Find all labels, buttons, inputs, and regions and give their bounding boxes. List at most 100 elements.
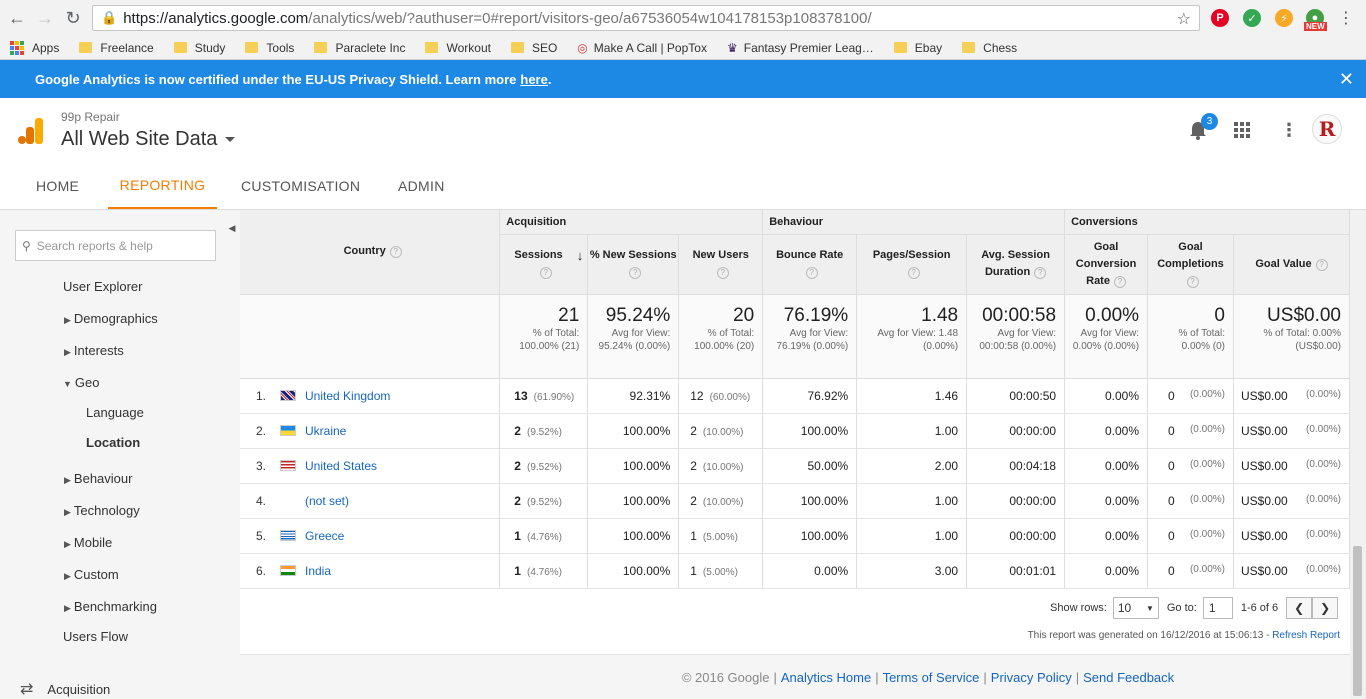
sidebar-item-users-flow[interactable]: Users Flow xyxy=(63,629,129,644)
refresh-report-link[interactable]: Refresh Report xyxy=(1272,630,1340,641)
folder-icon xyxy=(893,42,907,53)
acquisition-icon: ⇄ xyxy=(20,681,34,698)
page-scrollbar[interactable] xyxy=(1350,210,1366,699)
help-icon[interactable]: ? xyxy=(805,267,818,279)
country-header[interactable]: Country? xyxy=(240,210,501,295)
country-link[interactable]: Ukraine xyxy=(305,423,347,438)
banner-learn-more-link[interactable]: here xyxy=(520,71,548,87)
country-link[interactable]: India xyxy=(305,563,332,578)
goal-value-header[interactable]: Goal Value? xyxy=(1233,234,1351,295)
folder-icon xyxy=(173,42,187,53)
lightning-extension-icon[interactable]: ⚡ xyxy=(1275,9,1293,27)
scrollbar-thumb[interactable] xyxy=(1353,546,1362,696)
tab-admin[interactable]: ADMIN xyxy=(398,177,445,194)
country-cell: 5. Greece xyxy=(240,518,501,554)
next-page-button[interactable]: ❯ xyxy=(1312,597,1339,619)
sidebar-item-technology[interactable]: ▶ Technology xyxy=(64,503,140,518)
new-users-header[interactable]: New Users? xyxy=(678,234,764,295)
flag-ua-icon xyxy=(280,424,296,436)
sidebar-item-location[interactable]: Location xyxy=(86,435,141,450)
goal-completions-header[interactable]: Goal Completions? xyxy=(1147,234,1234,295)
bookmark-chess[interactable]: Chess xyxy=(962,41,1017,55)
total-new-sessions: 95.24% Avg for View: 95.24% (0.00%) xyxy=(587,294,680,379)
country-cell: 4. (not set) xyxy=(240,483,501,519)
sidebar-item-language[interactable]: Language xyxy=(86,405,144,420)
pages-session-header[interactable]: Pages/Session? xyxy=(856,234,968,295)
bookmark-study[interactable]: Study xyxy=(173,41,225,55)
sidebar-item-demographics[interactable]: ▶ Demographics xyxy=(64,311,158,326)
folder-icon xyxy=(79,42,93,53)
help-icon[interactable]: ? xyxy=(716,267,729,279)
back-icon[interactable]: ← xyxy=(8,7,26,28)
bounce-rate-header[interactable]: Bounce Rate? xyxy=(762,234,858,295)
bookmark-tools[interactable]: Tools xyxy=(245,41,294,55)
check-extension-icon[interactable]: ✓ xyxy=(1243,9,1261,27)
sidebar-item-mobile[interactable]: ▶ Mobile xyxy=(64,535,113,550)
new-sessions-cell: 100.00% xyxy=(587,483,680,519)
new-sessions-header[interactable]: % New Sessions? xyxy=(587,234,680,295)
tab-reporting[interactable]: REPORTING xyxy=(108,162,217,209)
country-link[interactable]: United Kingdom xyxy=(305,388,391,403)
bookmark-seo[interactable]: SEO xyxy=(510,41,557,55)
goal-value-cell: US$0.00 (0.00%) xyxy=(1233,448,1351,484)
search-input[interactable]: ⚲ Search reports & help xyxy=(15,230,216,261)
help-icon[interactable]: ? xyxy=(1113,275,1126,288)
goto-input[interactable]: 1 xyxy=(1202,597,1233,619)
avatar[interactable]: R xyxy=(1312,114,1342,144)
sidebar-item-benchmarking[interactable]: ▶ Benchmarking xyxy=(64,599,158,614)
help-icon[interactable]: ? xyxy=(1034,267,1047,279)
bookmark-workout[interactable]: Workout xyxy=(425,41,491,55)
sidebar-item-geo[interactable]: ▼ Geo xyxy=(63,375,100,390)
help-icon[interactable]: ? xyxy=(389,246,402,259)
bookmark-star-icon[interactable]: ☆ xyxy=(1176,11,1191,28)
help-icon[interactable]: ? xyxy=(1315,258,1328,271)
bookmark-paraclete[interactable]: Paraclete Inc xyxy=(314,41,405,55)
pinterest-extension-icon[interactable]: P xyxy=(1211,9,1229,27)
country-link[interactable]: United States xyxy=(305,458,378,473)
more-options-icon[interactable]: ⋮ xyxy=(1280,120,1298,140)
country-link[interactable]: Greece xyxy=(305,528,345,543)
tab-home[interactable]: HOME xyxy=(36,177,80,194)
conversion-rate-header[interactable]: Goal Conversion Rate? xyxy=(1064,234,1149,295)
total-new-users: 20% of Total: 100.00% (20) xyxy=(678,294,764,379)
prev-page-button[interactable]: ❮ xyxy=(1286,597,1313,619)
completions-cell: 0 (0.00%) xyxy=(1147,518,1234,554)
conversion-cell: 0.00% xyxy=(1064,378,1149,414)
sidebar-item-user-explorer[interactable]: User Explorer xyxy=(63,279,143,294)
ga-header: 99p Repair All Web Site Data 3 ⋮ R xyxy=(0,98,1366,162)
close-icon[interactable]: ✕ xyxy=(1338,69,1354,89)
url-bar[interactable]: 🔒 https://analytics.google.com/analytics… xyxy=(92,5,1200,31)
bookmark-apps[interactable]: Apps xyxy=(10,40,59,55)
reload-icon[interactable]: ↻ xyxy=(65,7,81,28)
sidebar-item-acquisition[interactable]: ⇄ Acquisition xyxy=(20,681,111,698)
show-rows-select[interactable]: 10 ▼ xyxy=(1112,597,1159,619)
privacy-link[interactable]: Privacy Policy xyxy=(990,669,1072,685)
report-main: Country? Acquisition Behaviour Conversio… xyxy=(240,210,1366,699)
tab-customisation[interactable]: CUSTOMISATION xyxy=(241,177,361,194)
analytics-home-link[interactable]: Analytics Home xyxy=(780,669,872,685)
sidebar-item-custom[interactable]: ▶ Custom xyxy=(64,567,119,582)
bookmark-ebay[interactable]: Ebay xyxy=(893,41,942,55)
bookmark-fantasy[interactable]: ♛ Fantasy Premier Leag… xyxy=(726,40,874,55)
forward-icon[interactable]: → xyxy=(36,7,54,28)
new-sessions-cell: 100.00% xyxy=(587,518,680,554)
avg-duration-header[interactable]: Avg. Session Duration? xyxy=(966,234,1066,295)
property-selector[interactable]: All Web Site Data xyxy=(61,128,236,151)
country-cell: 3. United States xyxy=(240,448,501,484)
sidebar-item-behaviour[interactable]: ▶ Behaviour xyxy=(64,471,133,486)
collapse-sidebar-icon[interactable]: ◀ xyxy=(228,222,236,233)
bookmark-freelance[interactable]: Freelance xyxy=(79,41,154,55)
apps-grid-icon[interactable] xyxy=(1234,122,1250,138)
sessions-header[interactable]: Sessions ↓? xyxy=(499,234,589,295)
help-icon[interactable]: ? xyxy=(629,267,642,279)
country-link[interactable]: (not set) xyxy=(305,493,350,508)
browser-menu-icon[interactable]: ⋮ xyxy=(1338,10,1354,27)
help-icon[interactable]: ? xyxy=(1186,275,1199,288)
help-icon[interactable]: ? xyxy=(539,267,552,279)
feedback-link[interactable]: Send Feedback xyxy=(1083,669,1175,685)
help-icon[interactable]: ? xyxy=(907,267,920,279)
sidebar-item-interests[interactable]: ▶ Interests xyxy=(64,343,124,358)
bookmark-poptox[interactable]: ◎ Make A Call | PopTox xyxy=(577,40,707,55)
terms-link[interactable]: Terms of Service xyxy=(882,669,980,685)
completions-cell: 0 (0.00%) xyxy=(1147,553,1234,589)
